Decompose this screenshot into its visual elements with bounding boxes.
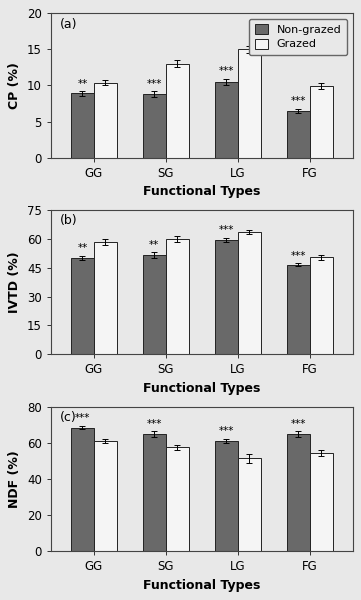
Bar xyxy=(215,441,238,551)
Y-axis label: IVTD (%): IVTD (%) xyxy=(8,251,21,313)
Y-axis label: CP (%): CP (%) xyxy=(8,62,21,109)
Bar xyxy=(71,258,94,355)
Bar xyxy=(71,428,94,551)
Text: ***: *** xyxy=(147,79,162,89)
Bar xyxy=(94,242,117,355)
Bar xyxy=(166,64,189,158)
Bar xyxy=(94,441,117,551)
Bar xyxy=(215,82,238,158)
Text: ***: *** xyxy=(75,413,90,423)
Text: ***: *** xyxy=(218,67,234,76)
Bar xyxy=(94,83,117,158)
Bar xyxy=(287,265,309,355)
Bar xyxy=(287,110,309,158)
Text: **: ** xyxy=(77,243,87,253)
Bar xyxy=(71,94,94,158)
Text: ***: *** xyxy=(218,226,234,235)
Text: **: ** xyxy=(149,240,160,250)
Bar xyxy=(166,448,189,551)
Bar xyxy=(238,232,261,355)
Bar xyxy=(143,94,166,158)
X-axis label: Functional Types: Functional Types xyxy=(143,578,260,592)
Bar xyxy=(309,86,332,158)
Bar xyxy=(143,434,166,551)
Text: ***: *** xyxy=(290,96,306,106)
Text: ***: *** xyxy=(218,427,234,436)
Legend: Non-grazed, Grazed: Non-grazed, Grazed xyxy=(249,19,347,55)
Bar xyxy=(309,257,332,355)
Text: (a): (a) xyxy=(60,17,77,31)
Text: (b): (b) xyxy=(60,214,78,227)
Text: ***: *** xyxy=(290,251,306,261)
Text: **: ** xyxy=(77,79,87,89)
Bar xyxy=(287,434,309,551)
Text: (c): (c) xyxy=(60,411,77,424)
Bar xyxy=(166,239,189,355)
Bar xyxy=(238,458,261,551)
Bar xyxy=(215,240,238,355)
Text: ***: *** xyxy=(290,419,306,428)
Bar xyxy=(238,49,261,158)
X-axis label: Functional Types: Functional Types xyxy=(143,382,260,395)
Bar xyxy=(143,255,166,355)
Y-axis label: NDF (%): NDF (%) xyxy=(8,450,21,508)
X-axis label: Functional Types: Functional Types xyxy=(143,185,260,198)
Text: ***: *** xyxy=(147,419,162,428)
Bar xyxy=(309,453,332,551)
